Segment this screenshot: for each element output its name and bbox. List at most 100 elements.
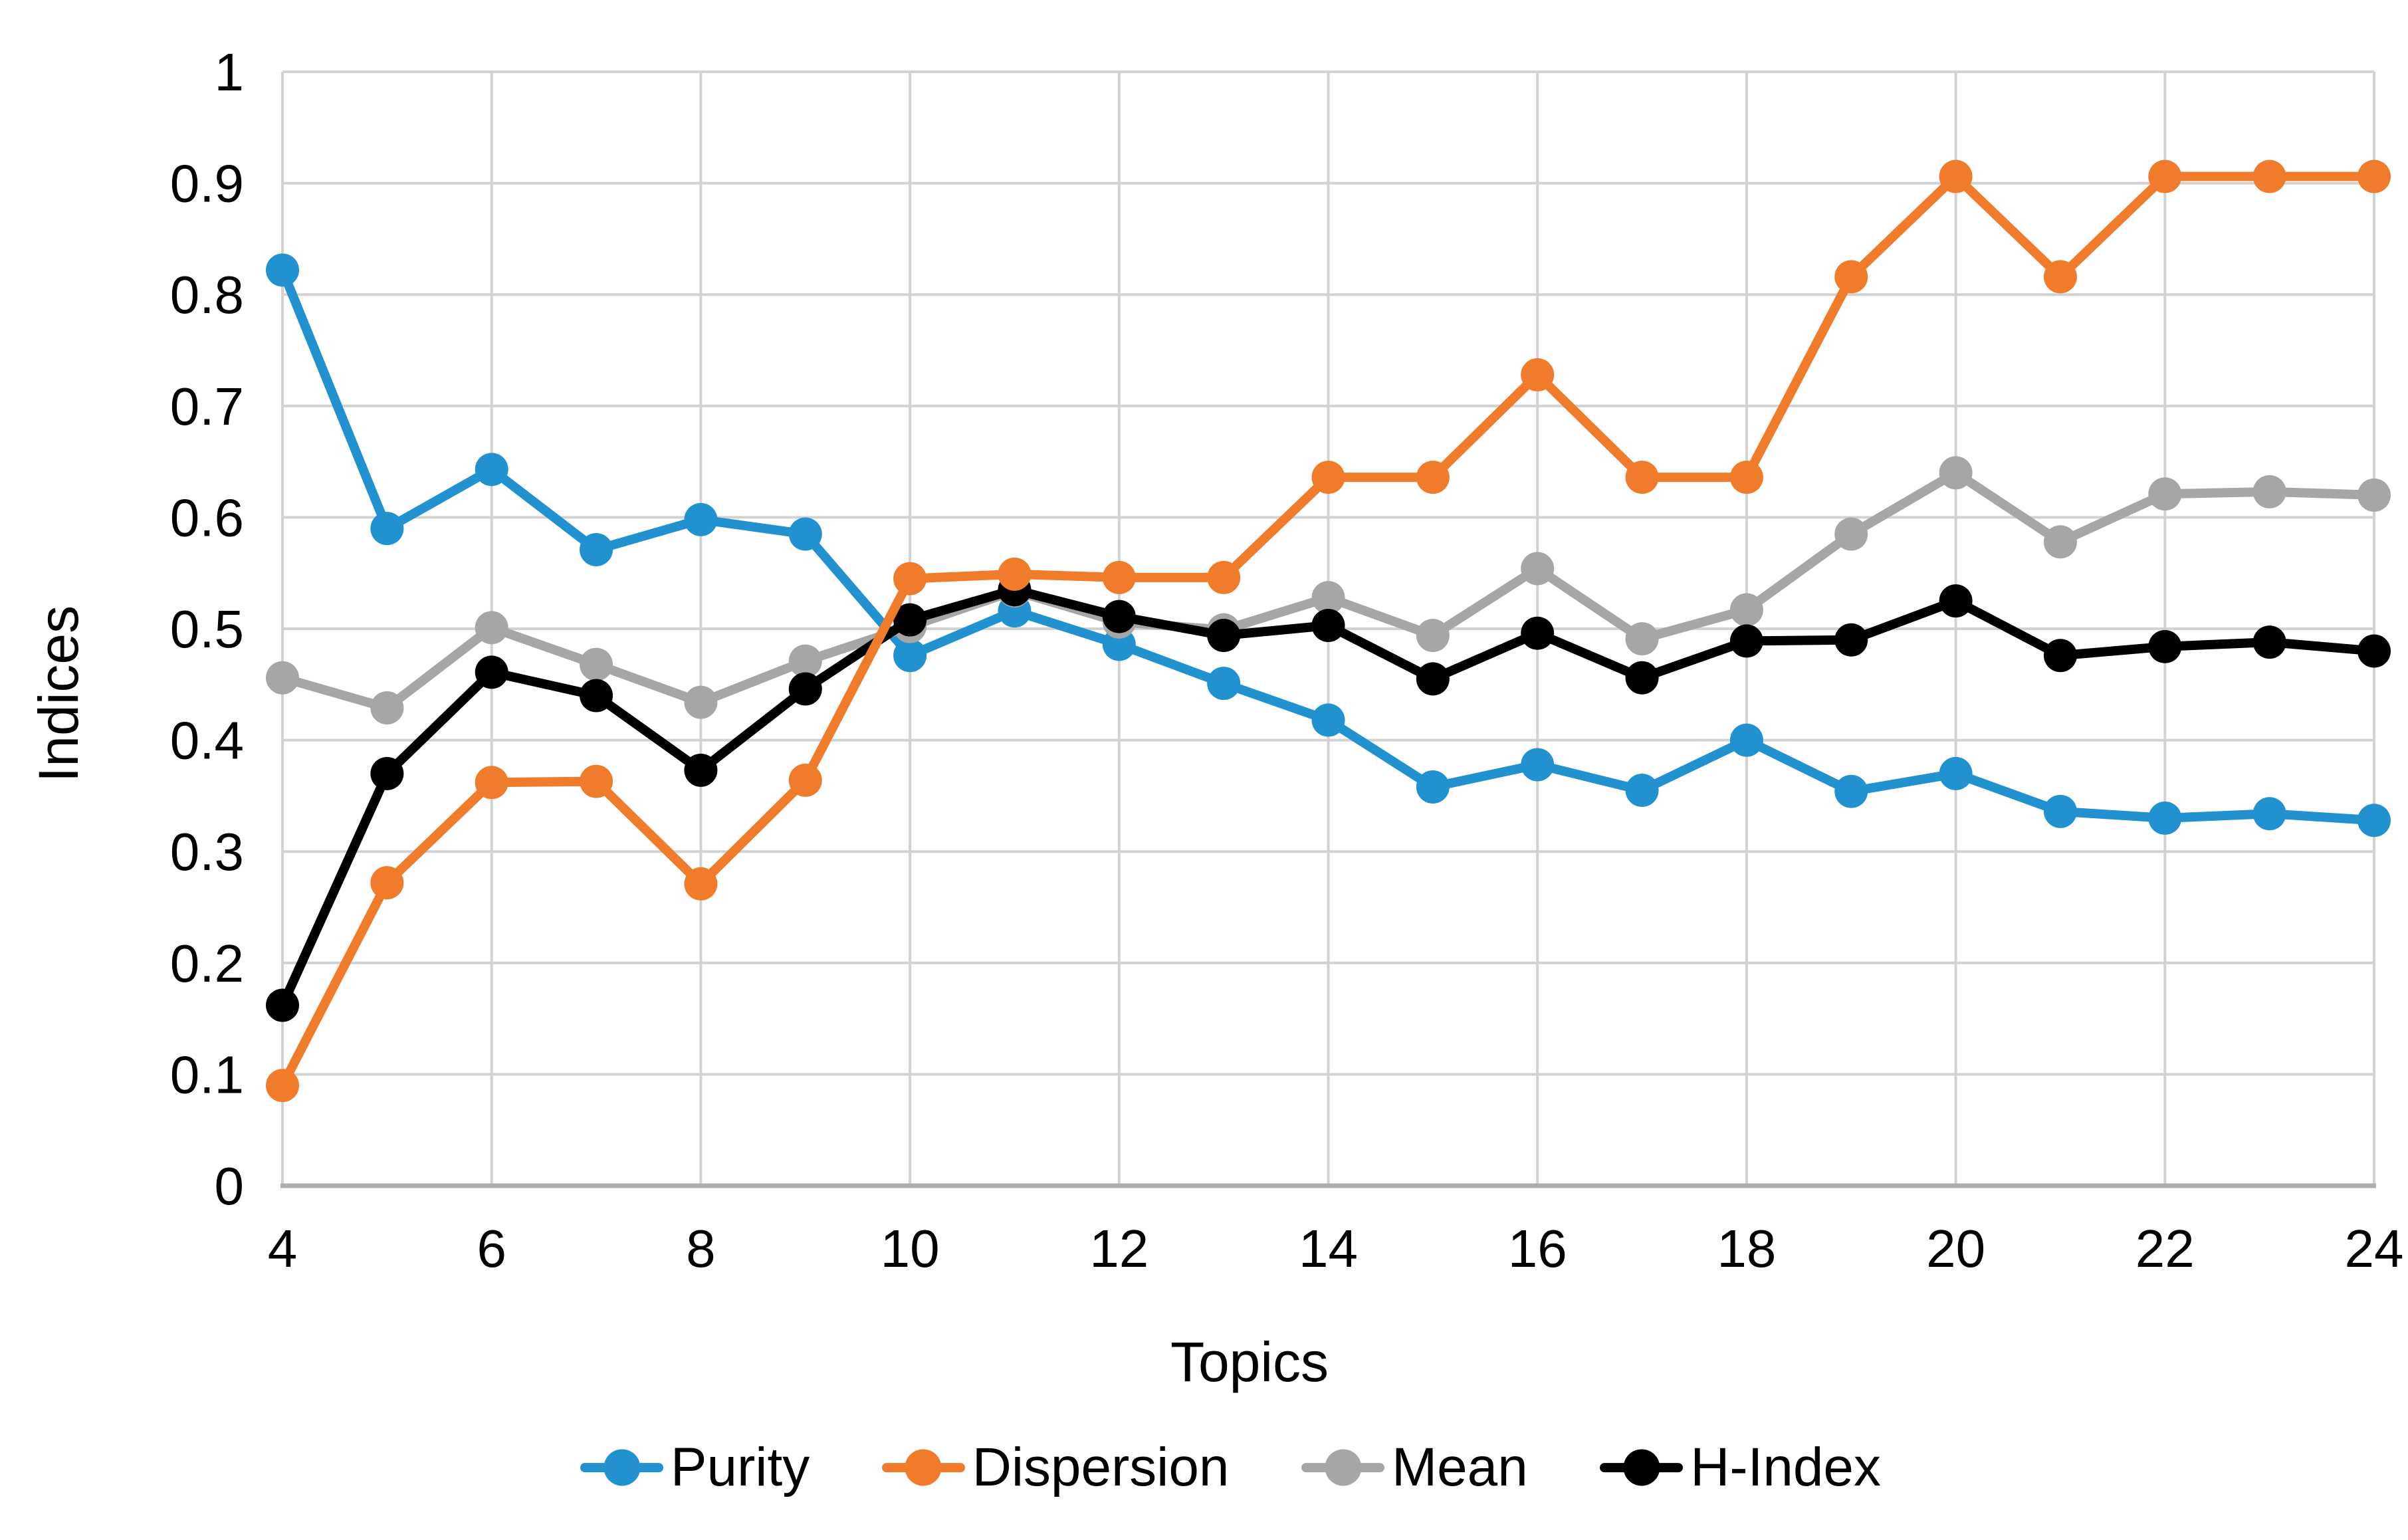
x-tick-label: 8 <box>686 1219 716 1278</box>
series-h-index <box>266 573 2391 1022</box>
series-dispersion-point <box>2357 160 2391 193</box>
series-dispersion-point <box>1729 461 1763 495</box>
x-tick-label: 20 <box>1926 1219 1985 1278</box>
series-dispersion-point <box>1625 461 1659 495</box>
series-mean-point <box>266 661 299 695</box>
y-tick-label: 0.1 <box>170 1045 244 1104</box>
series-mean-point <box>1625 622 1659 656</box>
line-chart: 0 0.1 0.2 0.3 0.4 0.5 0.6 0.7 0.8 0.9 1 4 6 8 10 12 14 1… <box>27 43 2404 1393</box>
series-h-index-point <box>475 655 508 689</box>
series-purity-point <box>2043 794 2077 828</box>
legend-label-mean: Mean <box>1391 1437 1528 1498</box>
y-axis-tick-labels: 0 0.1 0.2 0.3 0.4 0.5 0.6 0.7 0.8 0.9 1 <box>170 43 244 1216</box>
y-tick-label: 0.7 <box>170 377 244 436</box>
series-mean-point <box>2357 478 2391 512</box>
purity-line-marker-icon <box>580 1448 664 1489</box>
series-purity-point <box>580 533 613 567</box>
series-h-index-point <box>1729 624 1763 658</box>
series-mean-point <box>1939 456 1973 490</box>
series-dispersion-point <box>370 866 404 900</box>
series-dispersion-point <box>1207 560 1241 594</box>
series-dispersion-point <box>266 1069 299 1103</box>
series-mean-point <box>1729 593 1763 627</box>
series-purity-point <box>788 517 822 551</box>
series-h-index-point <box>2252 625 2286 659</box>
series-purity-point <box>2252 797 2286 831</box>
mean-line-marker-icon <box>1301 1448 1385 1489</box>
series-dispersion-point <box>2043 260 2077 294</box>
series-dispersion <box>266 160 2391 1103</box>
series-h-index-point <box>2357 634 2391 668</box>
legend: Purity Dispersion Mean H-Index <box>27 1436 2408 1499</box>
series-dispersion-point <box>1102 560 1136 594</box>
x-tick-label: 12 <box>1089 1219 1149 1278</box>
legend-label-dispersion: Dispersion <box>972 1437 1230 1498</box>
series-h-index-point <box>370 756 404 790</box>
y-tick-label: 0.9 <box>170 154 244 213</box>
chart-figure: 0 0.1 0.2 0.3 0.4 0.5 0.6 0.7 0.8 0.9 1 4 6 8 10 12 14 1… <box>27 11 2408 1529</box>
plot-series <box>266 160 2391 1103</box>
series-purity-point <box>1207 667 1241 701</box>
series-h-index-point <box>788 672 822 706</box>
series-mean-point <box>1416 619 1450 653</box>
x-axis-tick-labels: 4 6 8 10 12 14 16 18 20 22 24 <box>268 1219 2404 1278</box>
h-index-line-marker-icon <box>1600 1448 1684 1489</box>
series-dispersion-point <box>1311 461 1345 495</box>
series-purity-point <box>893 639 927 673</box>
series-dispersion-point <box>1939 160 1973 193</box>
series-dispersion-point <box>2148 160 2182 193</box>
series-h-index-point <box>1834 623 1868 657</box>
series-purity-point <box>475 453 508 487</box>
legend-item-purity: Purity <box>580 1436 810 1499</box>
dispersion-line-marker-icon <box>881 1448 965 1489</box>
series-purity-point <box>2148 801 2182 835</box>
series-h-index-point <box>1521 616 1555 650</box>
series-dispersion-point <box>1521 358 1555 391</box>
series-mean-point <box>2148 477 2182 511</box>
x-tick-label: 22 <box>2135 1219 2195 1278</box>
series-mean-point <box>580 647 613 681</box>
series-dispersion-point <box>684 867 718 901</box>
series-mean-point <box>2252 475 2286 508</box>
series-mean-point <box>370 691 404 724</box>
series-purity-point <box>1625 774 1659 808</box>
series-h-index-point <box>266 988 299 1022</box>
y-tick-label: 0.4 <box>170 711 244 770</box>
series-dispersion-point <box>2252 160 2286 193</box>
series-purity-point <box>684 502 718 536</box>
series-mean-point <box>1834 517 1868 551</box>
x-tick-label: 6 <box>477 1219 506 1278</box>
x-axis-title: Topics <box>1170 1331 1329 1393</box>
series-dispersion-point <box>893 562 927 596</box>
series-dispersion-point <box>1416 461 1450 495</box>
series-h-index-point <box>2148 629 2182 663</box>
series-mean-point <box>1521 552 1555 586</box>
legend-item-hindex: H-Index <box>1600 1436 1881 1499</box>
series-h-index-point <box>1625 661 1659 695</box>
series-purity-point <box>2357 804 2391 837</box>
legend-label-purity: Purity <box>670 1437 810 1498</box>
series-mean-point <box>788 644 822 678</box>
y-tick-label: 0.3 <box>170 822 244 881</box>
x-tick-label: 18 <box>1717 1219 1776 1278</box>
series-mean-point <box>684 685 718 719</box>
y-tick-label: 0.8 <box>170 265 244 324</box>
series-h-index-point <box>684 753 718 787</box>
series-purity-point <box>266 253 299 287</box>
y-tick-label: 1 <box>215 43 245 102</box>
x-tick-label: 24 <box>2345 1219 2404 1278</box>
series-dispersion-point <box>998 557 1032 591</box>
series-purity-point <box>1729 723 1763 757</box>
y-tick-label: 0.2 <box>170 934 244 993</box>
series-mean-point <box>475 611 508 645</box>
series-purity-point <box>1521 748 1555 782</box>
y-tick-label: 0.5 <box>170 600 244 659</box>
series-mean-point <box>2043 525 2077 559</box>
series-h-index-point <box>2043 639 2077 673</box>
series-purity-point <box>1939 756 1973 790</box>
series-h-index-point <box>580 679 613 713</box>
series-dispersion-point <box>475 766 508 800</box>
y-axis-title: Indices <box>27 605 90 782</box>
series-h-index-point <box>1416 662 1450 696</box>
x-tick-label: 14 <box>1299 1219 1358 1278</box>
